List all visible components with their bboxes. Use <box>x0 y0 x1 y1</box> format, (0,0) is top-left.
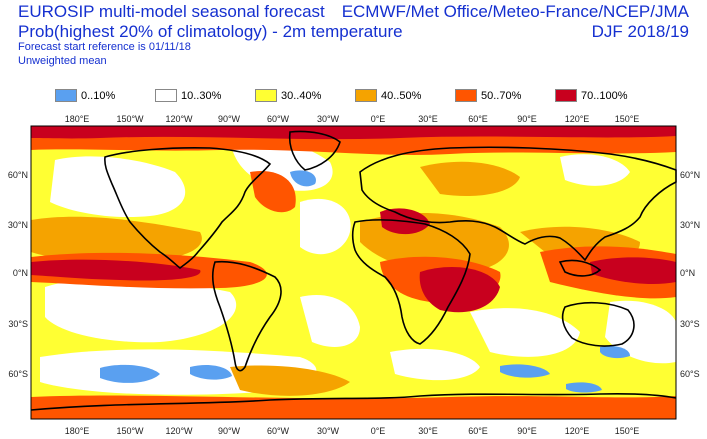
map-frame <box>30 125 677 420</box>
lon-label-top: 30°E <box>418 114 438 124</box>
legend-swatch <box>55 89 77 102</box>
coastline-antarctica <box>30 393 677 411</box>
lat-label-left: 30°N <box>8 220 28 230</box>
field-white-area <box>390 348 480 381</box>
field-darkred-area <box>590 257 676 285</box>
color-legend: 0..10% 10..30% 30..40% 40..50% 50..70% 7… <box>0 88 707 104</box>
legend-label: 10..30% <box>181 90 222 102</box>
lat-label-right: 60°S <box>680 369 700 379</box>
legend-label: 40..50% <box>381 90 422 102</box>
lon-label-top: 120°W <box>165 114 193 124</box>
field-white-area <box>605 300 676 364</box>
lon-label-bottom: 60°W <box>267 426 290 436</box>
coastlines <box>30 130 677 411</box>
lon-label-top: 60°W <box>267 114 290 124</box>
field-white-area <box>560 154 630 186</box>
lon-label-bottom: 0°E <box>371 426 386 436</box>
lon-label-bottom: 180°E <box>65 426 90 436</box>
lon-label-top: 30°W <box>317 114 340 124</box>
field-white-area <box>470 308 580 357</box>
coastline-maritime-continent <box>558 259 602 277</box>
coastline-north-america <box>104 147 272 270</box>
lat-label-right: 30°S <box>680 319 700 329</box>
coastline-europe-asia <box>359 146 677 262</box>
field-white-area <box>45 277 237 343</box>
coastline-africa <box>351 219 471 345</box>
field-darkred-area <box>31 126 676 140</box>
lon-label-bottom: 60°E <box>468 426 488 436</box>
lon-label-top: 150°E <box>615 114 640 124</box>
field-darkred-area <box>419 267 500 313</box>
lon-label-top: 150°W <box>116 114 144 124</box>
field-redorange-area <box>250 171 296 213</box>
weighting-note: Unweighted mean <box>18 55 107 67</box>
lon-label-bottom: 120°E <box>565 426 590 436</box>
lat-label-right: 0°N <box>680 268 695 278</box>
lat-label-left: 60°S <box>8 369 28 379</box>
lat-label-left: 60°N <box>8 170 28 180</box>
lon-label-bottom: 30°E <box>418 426 438 436</box>
coastline-greenland <box>288 130 341 171</box>
field-blue-area <box>100 364 160 383</box>
coastline-australia <box>561 301 635 347</box>
legend-swatch <box>255 89 277 102</box>
field-white-area <box>300 295 360 347</box>
legend-swatch <box>555 89 577 102</box>
lon-label-top: 120°E <box>565 114 590 124</box>
probability-map: 180°E 150°W 120°W 90°W 60°W 30°W 0°E 30°… <box>8 114 700 436</box>
field-orange-area <box>230 365 350 396</box>
lon-label-bottom: 150°W <box>116 426 144 436</box>
lon-label-bottom: 90°E <box>517 426 537 436</box>
legend-label: 0..10% <box>81 90 116 102</box>
legend-swatch <box>155 89 177 102</box>
field-white-area <box>300 198 351 255</box>
lat-label-right: 30°N <box>680 220 700 230</box>
forecast-season: DJF 2018/19 <box>591 22 689 41</box>
legend-label: 30..40% <box>281 90 322 102</box>
lon-label-top: 60°E <box>468 114 488 124</box>
field-darkred-area <box>31 259 201 281</box>
coastline-south-america <box>212 260 282 372</box>
lat-label-right: 60°N <box>680 170 700 180</box>
legend-label: 70..100% <box>581 90 628 102</box>
legend-swatch <box>355 89 377 102</box>
field-blue-area <box>566 382 602 393</box>
lon-label-top: 180°E <box>65 114 90 124</box>
lon-label-bottom: 90°W <box>218 426 241 436</box>
field-orange-area <box>420 161 520 197</box>
legend-label: 50..70% <box>481 90 522 102</box>
field-blue-area <box>600 346 630 359</box>
map-field <box>31 126 676 419</box>
legend-swatch <box>455 89 477 102</box>
field-redorange-area <box>31 395 676 419</box>
lon-label-bottom: 120°W <box>165 426 193 436</box>
lat-label-left: 30°S <box>8 319 28 329</box>
map-subtitle: Prob(highest 20% of climatology) - 2m te… <box>18 22 403 41</box>
field-blue-area <box>190 365 232 380</box>
lon-label-bottom: 30°W <box>317 426 340 436</box>
field-blue-area <box>500 364 550 378</box>
forecast-reference: Forecast start reference is 01/11/18 <box>18 41 191 53</box>
lon-label-top: 90°E <box>517 114 537 124</box>
lat-label-left: 0°N <box>13 268 28 278</box>
lon-label-bottom: 150°E <box>615 426 640 436</box>
lon-label-top: 0°E <box>371 114 386 124</box>
field-white-area <box>50 156 186 218</box>
lon-label-top: 90°W <box>218 114 241 124</box>
forecast-centres: ECMWF/Met Office/Meteo-France/NCEP/JMA <box>341 2 689 21</box>
map-title: EUROSIP multi-model seasonal forecast <box>18 2 325 21</box>
field-blue-area <box>290 170 316 187</box>
